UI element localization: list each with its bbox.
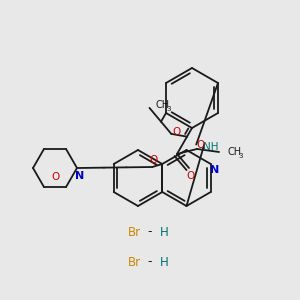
Text: O: O bbox=[149, 155, 158, 165]
Text: -: - bbox=[148, 256, 152, 268]
Text: 3: 3 bbox=[167, 106, 171, 112]
Text: H: H bbox=[160, 256, 168, 268]
Text: H: H bbox=[160, 226, 168, 238]
Text: -: - bbox=[148, 226, 152, 238]
Text: O: O bbox=[196, 140, 204, 149]
Text: CH: CH bbox=[155, 100, 170, 110]
Text: Br: Br bbox=[128, 226, 141, 238]
Text: O: O bbox=[186, 171, 194, 181]
Text: O: O bbox=[172, 127, 180, 137]
Text: 3: 3 bbox=[238, 153, 242, 159]
Text: N: N bbox=[210, 165, 219, 175]
Text: NH: NH bbox=[203, 142, 218, 152]
Text: O: O bbox=[51, 172, 59, 182]
Text: Br: Br bbox=[128, 256, 141, 268]
Text: CH: CH bbox=[227, 147, 241, 157]
Text: N: N bbox=[75, 171, 85, 181]
